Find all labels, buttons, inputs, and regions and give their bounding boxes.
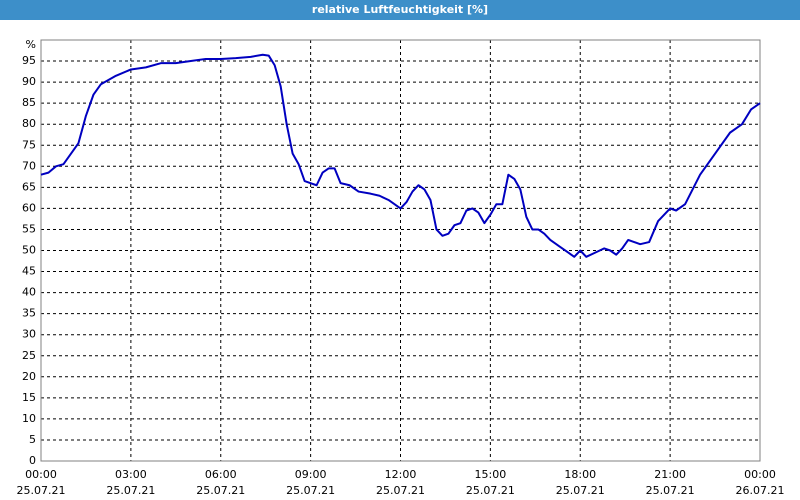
y-tick-label: 15: [22, 391, 36, 404]
y-tick-label: 35: [22, 307, 36, 320]
y-tick-label: 80: [22, 117, 36, 130]
x-tick-label: 00:00: [25, 468, 57, 481]
y-tick-label: 40: [22, 286, 36, 299]
x-tick-label: 06:00: [205, 468, 237, 481]
y-tick-label: 20: [22, 370, 36, 383]
x-tick-date: 26.07.21: [736, 484, 785, 497]
y-tick-label: 95: [22, 54, 36, 67]
y-tick-label: 85: [22, 96, 36, 109]
y-tick-label: 10: [22, 412, 36, 425]
data-line: [40, 53, 761, 258]
x-tick-label: 09:00: [295, 468, 327, 481]
y-tick-label: 55: [22, 222, 36, 235]
y-tick-label: 75: [22, 138, 36, 151]
y-tick-label: 30: [22, 328, 36, 341]
x-tick-label: 03:00: [115, 468, 147, 481]
x-tick-date: 25.07.21: [376, 484, 425, 497]
title-bar: [0, 0, 800, 20]
x-tick-label: 18:00: [564, 468, 596, 481]
y-tick-label: 90: [22, 75, 36, 88]
x-tick-date: 25.07.21: [106, 484, 155, 497]
y-tick-label: 50: [22, 244, 36, 257]
y-tick-label: 65: [22, 180, 36, 193]
y-tick-label: 25: [22, 349, 36, 362]
y-tick-label: 0: [29, 454, 36, 467]
y-tick-label: 45: [22, 265, 36, 278]
x-tick-date: 25.07.21: [646, 484, 695, 497]
x-tick-date: 25.07.21: [556, 484, 605, 497]
y-tick-label: 70: [22, 159, 36, 172]
chart-title: relative Luftfeuchtigkeit [%]: [312, 3, 488, 16]
plot-frame: [40, 39, 761, 462]
x-tick-label: 00:00: [744, 468, 776, 481]
x-tick-date: 25.07.21: [466, 484, 515, 497]
y-tick-label: 5: [29, 433, 36, 446]
x-tick-label: 21:00: [654, 468, 686, 481]
y-unit: %: [26, 38, 36, 51]
x-tick-date: 25.07.21: [196, 484, 245, 497]
x-tick-date: 25.07.21: [17, 484, 66, 497]
x-tick-label: 12:00: [385, 468, 417, 481]
y-tick-label: 60: [22, 201, 36, 214]
x-tick-date: 25.07.21: [286, 484, 335, 497]
x-tick-label: 15:00: [475, 468, 507, 481]
